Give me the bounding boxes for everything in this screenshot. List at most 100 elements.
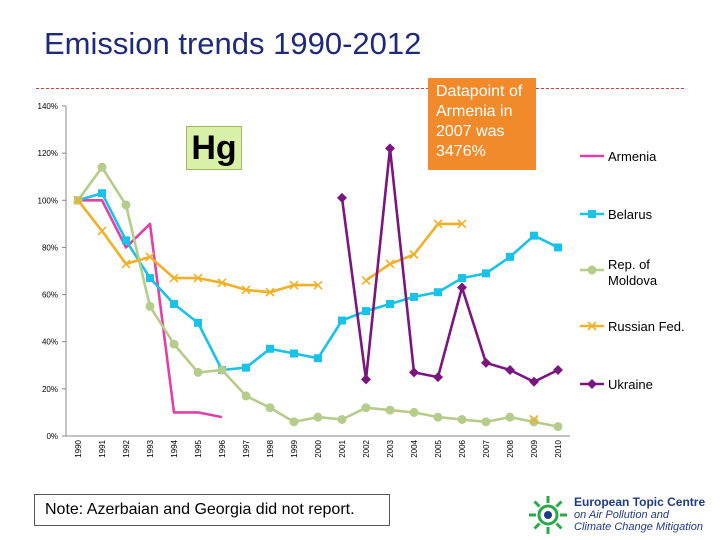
- page-title: Emission trends 1990-2012: [44, 26, 422, 61]
- data-point: [588, 210, 596, 218]
- x-tick-label: 1996: [218, 439, 227, 457]
- etc-logo-text: European Topic Centre on Air Pollution a…: [574, 496, 714, 534]
- legend-item: Ukraine: [580, 377, 653, 392]
- data-point: [458, 274, 466, 283]
- data-point: [506, 252, 514, 261]
- data-point: [266, 344, 274, 353]
- x-tick-label: 1992: [122, 439, 131, 457]
- data-point: [194, 318, 202, 327]
- data-point: [457, 219, 467, 229]
- data-point: [145, 252, 155, 262]
- legend-item: Armenia: [580, 149, 657, 164]
- data-point: [73, 195, 83, 205]
- legend-label: Ukraine: [608, 377, 653, 392]
- x-tick-label: 1991: [98, 439, 107, 457]
- x-tick-label: 1998: [266, 439, 275, 457]
- data-point: [434, 288, 442, 297]
- y-tick-label: 40%: [42, 338, 58, 347]
- series-line: [76, 166, 559, 428]
- hg-label-box: Hg: [186, 126, 242, 170]
- x-tick-label: 2003: [386, 439, 395, 457]
- x-tick-label: 1997: [242, 439, 251, 457]
- data-point: [362, 307, 370, 316]
- data-point: [122, 236, 130, 245]
- x-tick-label: 1999: [290, 439, 299, 457]
- data-point: [289, 280, 299, 290]
- data-point: [97, 226, 107, 236]
- legend-item: Belarus: [580, 207, 653, 222]
- x-tick-label: 2007: [482, 439, 491, 457]
- legend-label: Russian Fed.: [608, 319, 685, 334]
- x-tick-label: 1995: [194, 439, 203, 457]
- data-point: [170, 300, 178, 308]
- data-point: [193, 273, 203, 283]
- data-point: [361, 374, 371, 385]
- y-tick-label: 0%: [46, 432, 58, 441]
- legend-label: Belarus: [608, 207, 653, 222]
- data-point: [314, 354, 322, 363]
- data-point: [193, 367, 203, 377]
- data-point: [386, 300, 394, 308]
- data-point: [482, 269, 490, 278]
- data-point: [409, 367, 419, 378]
- data-point: [146, 274, 154, 283]
- data-point: [289, 417, 299, 427]
- data-point: [217, 365, 227, 375]
- series-armenia: [78, 199, 223, 419]
- x-axis: 1990 1991 1992 1993 1994 1995 1996 1997 1998 1999…: [66, 435, 570, 458]
- series-ukraine: [337, 143, 563, 387]
- data-point: [169, 273, 179, 283]
- x-tick-label: 2010: [554, 439, 563, 457]
- x-tick-label: 1990: [74, 439, 83, 457]
- data-point: [241, 285, 251, 295]
- data-point: [217, 278, 227, 288]
- data-point: [433, 372, 443, 383]
- y-tick-label: 20%: [42, 385, 58, 394]
- data-point: [145, 301, 155, 311]
- data-point: [361, 275, 371, 285]
- data-point: [337, 415, 347, 424]
- series-line: [78, 199, 223, 419]
- data-point: [457, 415, 467, 424]
- legend: Armenia Belarus Rep. of Moldova Russian Fed.…: [580, 149, 685, 392]
- series-belarus: [74, 189, 562, 374]
- data-point: [481, 417, 491, 427]
- data-point: [529, 414, 539, 425]
- series-lines: [73, 143, 563, 432]
- etc-logo-line1: European Topic Centre: [574, 495, 706, 509]
- y-tick-label: 100%: [38, 196, 58, 205]
- data-point: [385, 259, 395, 269]
- x-tick-label: 2008: [506, 439, 515, 457]
- series-line: [340, 147, 559, 384]
- title-divider: [36, 88, 684, 89]
- data-point: [121, 200, 131, 210]
- series-rep-of-moldova: [73, 162, 563, 432]
- legend-item: Russian Fed.: [580, 319, 685, 334]
- data-point: [265, 287, 275, 297]
- etc-sun-icon: [529, 496, 567, 534]
- etc-logo-line2: on Air Pollution and: [574, 508, 669, 521]
- data-point: [313, 412, 323, 422]
- data-point: [529, 376, 539, 387]
- data-point: [410, 292, 418, 301]
- data-point: [529, 417, 539, 427]
- data-point: [313, 280, 323, 290]
- series-russian-fed-: [73, 195, 539, 425]
- data-point: [361, 403, 371, 413]
- data-point: [554, 243, 562, 252]
- data-point: [587, 321, 597, 331]
- legend-label: Rep. of Moldova: [608, 257, 658, 288]
- y-tick-label: 80%: [42, 243, 58, 252]
- data-point: [587, 379, 597, 389]
- data-point: [530, 231, 538, 240]
- data-point: [385, 143, 395, 154]
- data-point: [553, 422, 563, 432]
- data-point: [433, 412, 443, 422]
- data-point: [98, 189, 106, 198]
- data-point: [481, 357, 491, 368]
- data-point: [241, 391, 251, 401]
- data-point: [290, 349, 298, 358]
- data-point: [169, 339, 179, 349]
- etc-logo: [522, 492, 714, 538]
